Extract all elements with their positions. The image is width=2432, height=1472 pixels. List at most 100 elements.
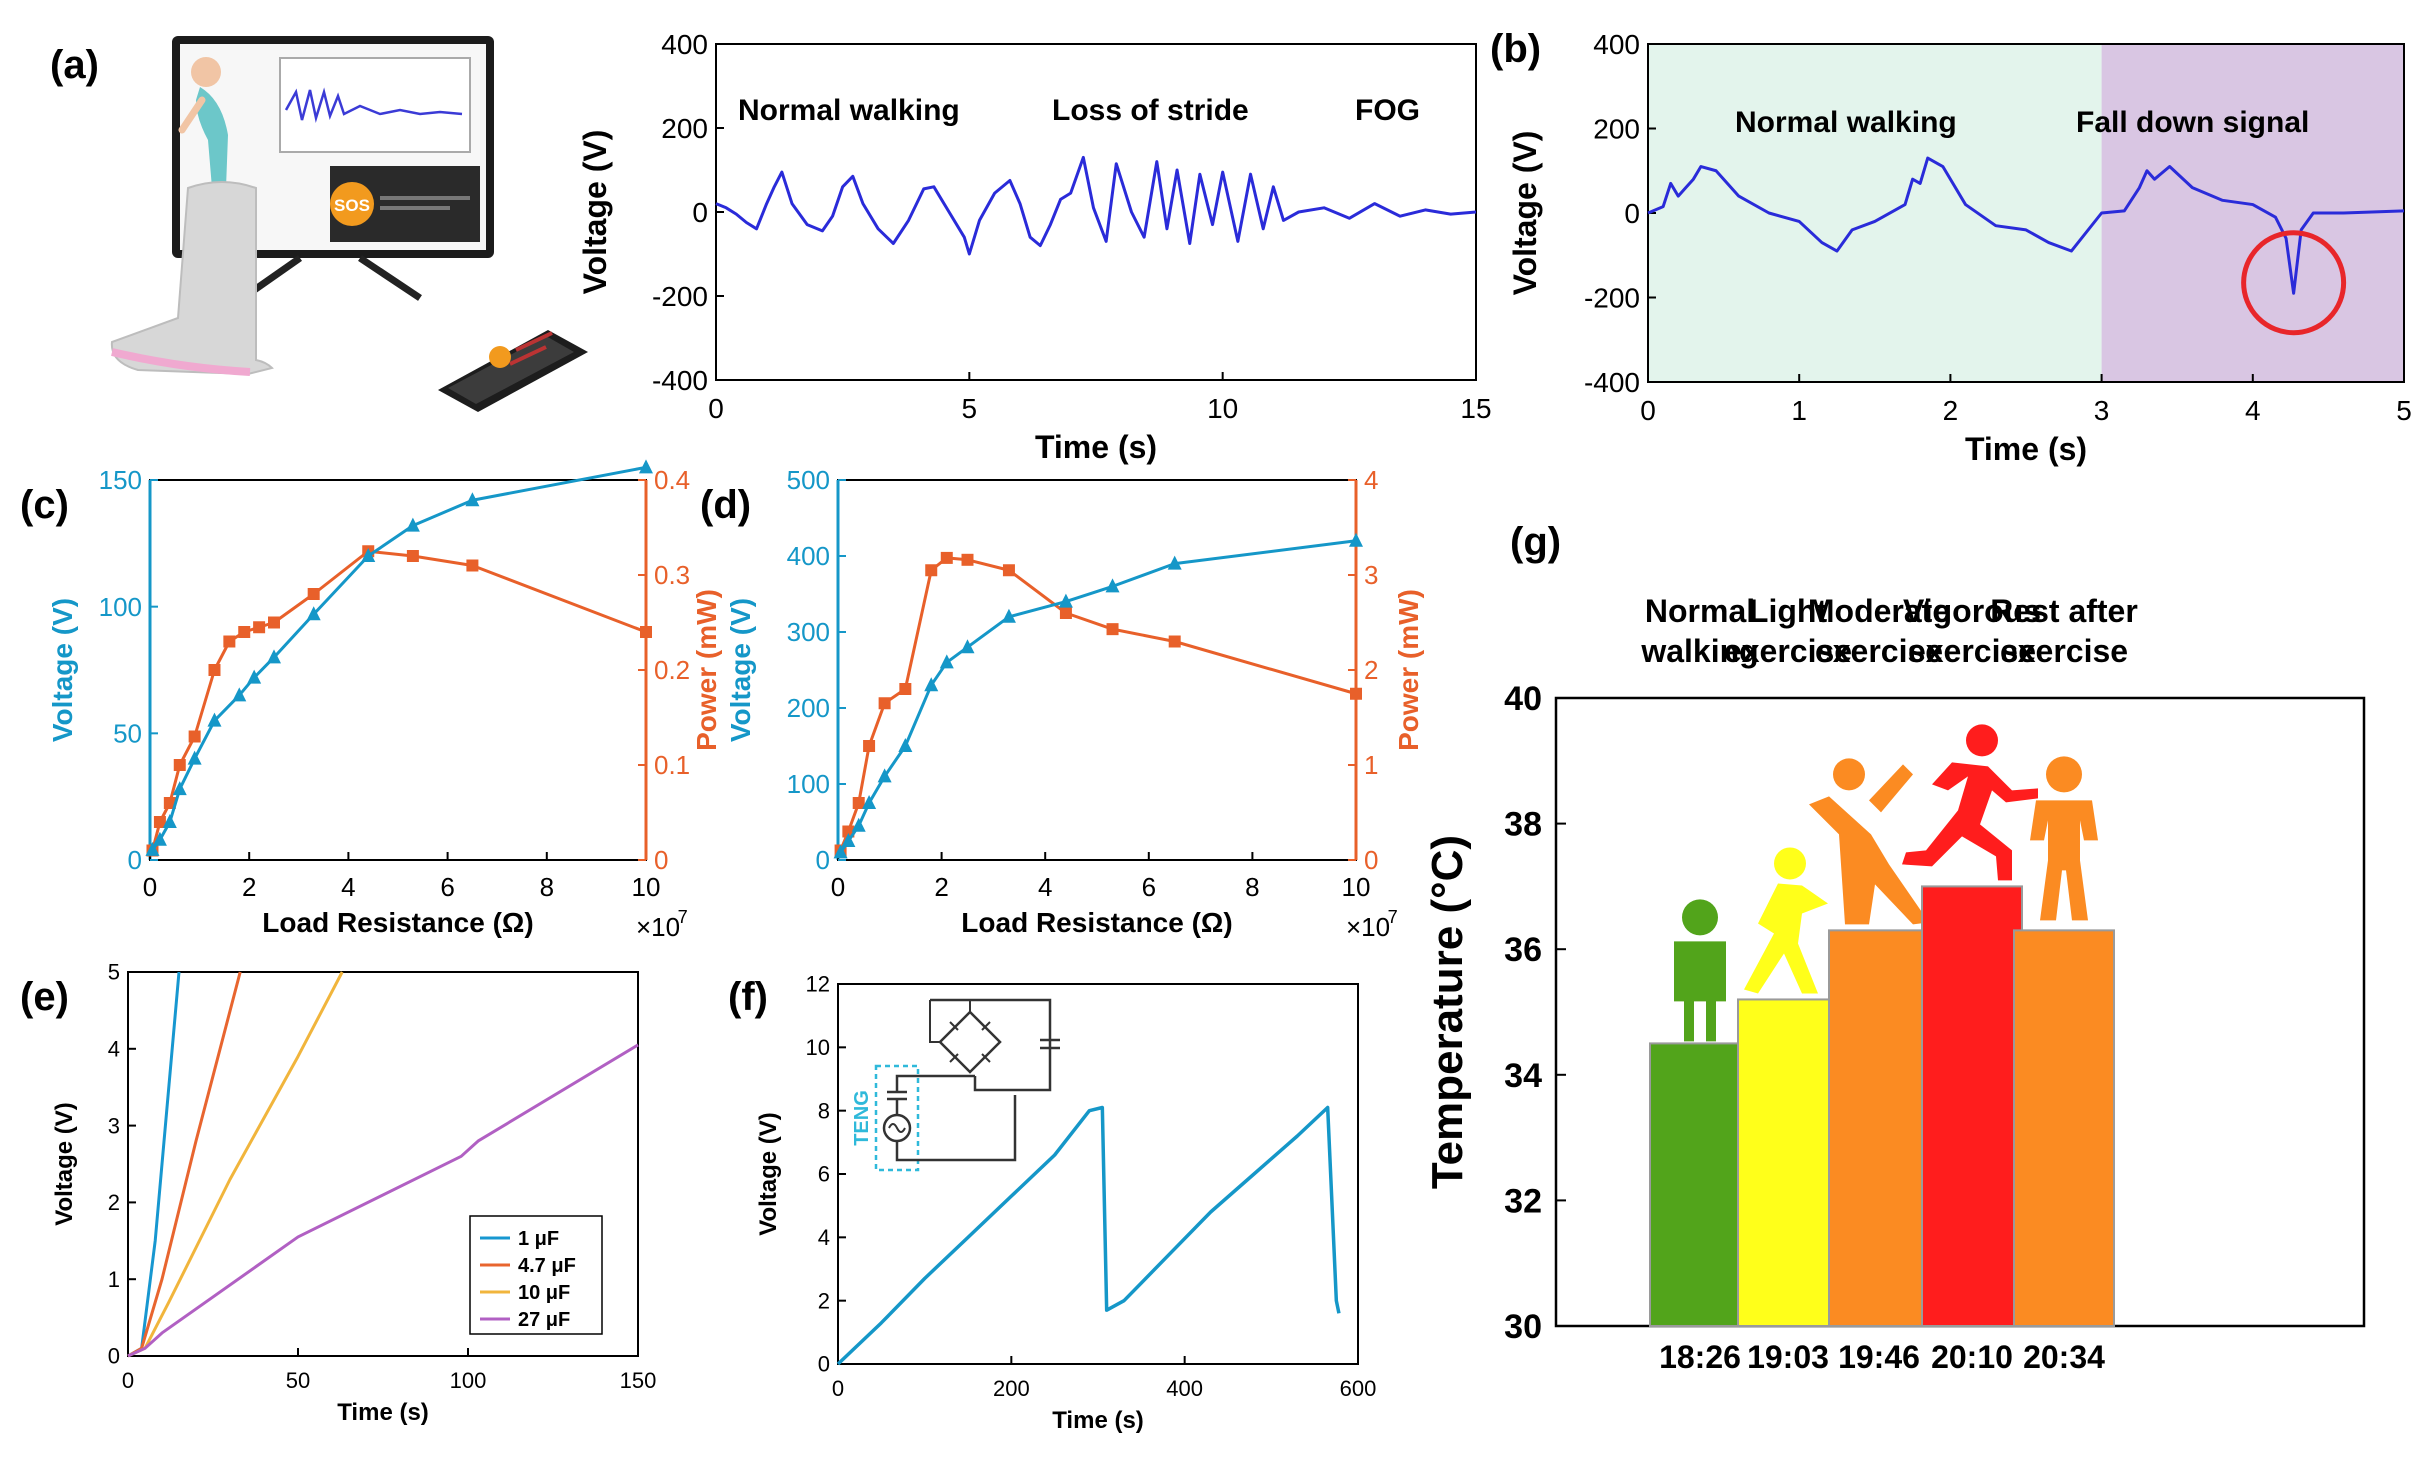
bar-1 <box>1737 998 1839 1327</box>
x-axis-label-c: Load Resistance (Ω) <box>262 907 533 938</box>
activity-label-0: Normal <box>1645 593 1755 629</box>
x-tick-label-b: 1 <box>1791 395 1807 426</box>
legend-box-e <box>469 1215 603 1335</box>
data-point-d-0 <box>898 738 913 752</box>
y-tick-label-g: 40 <box>1504 680 1542 718</box>
data-point-c-1 <box>163 797 176 809</box>
x-tick-label-b: 2 <box>1943 395 1959 426</box>
data-point-c-0 <box>207 712 222 727</box>
y-tick-label-f: 12 <box>806 972 830 997</box>
data-point-c-0 <box>465 492 480 507</box>
x-tick-label-c: 10 <box>632 872 661 902</box>
data-point-d-0 <box>939 654 954 669</box>
chart-b: 0 1 2 3 4 5 -400 -200 0 200 400 Time (s) Voltage (V)… <box>1507 29 2412 467</box>
chart-a: 0 5 10 15 -400 -200 0 200 400 Time (s) Voltage (V)… <box>577 29 1492 465</box>
x-axis-label-e: Time (s) <box>337 1399 429 1426</box>
walking-person-icon <box>1744 847 1828 994</box>
data-point-c-0 <box>361 548 376 562</box>
boot-icon <box>110 181 274 376</box>
sos-badge: SOS <box>334 196 370 215</box>
chart-e: 0 50 100 150 0 1 2 3 4 5 Time (s) Voltage (V) 1 μF 4.… <box>51 960 656 1426</box>
y-tick-label-a: 200 <box>661 113 708 144</box>
x-axis-label-d: Load Resistance (Ω) <box>961 907 1232 938</box>
y-tick-label-d: 400 <box>787 541 830 571</box>
data-point-c-0 <box>267 649 281 664</box>
plot-frame-f <box>837 983 1359 1365</box>
y-tick-label-e: 1 <box>108 1267 120 1292</box>
data-point-c-1 <box>253 621 266 634</box>
series-line-e-3 <box>127 1043 639 1358</box>
data-point-d-1 <box>863 740 876 752</box>
y2-tick-label-c: 0.4 <box>654 465 690 495</box>
annotation-0: Normal walking <box>738 94 960 127</box>
y-tick-label-b: 0 <box>1624 198 1640 229</box>
y-tick-label-d: 200 <box>787 693 830 723</box>
y2-tick-label-c: 0.1 <box>654 750 690 780</box>
x-tick-label-a: 10 <box>1207 393 1238 424</box>
x-tick-label-d: 2 <box>934 872 948 902</box>
y-tick-label-e: 3 <box>108 1113 120 1138</box>
activity-label-0: walking <box>1640 633 1758 669</box>
y-tick-label-c: 0 <box>128 845 142 875</box>
data-point-c-0 <box>247 669 262 684</box>
y-axis-label-g: Temperature (°C) <box>1423 835 1472 1189</box>
x-tick-label-f: 200 <box>993 1376 1030 1401</box>
activity-label-1: exercise <box>1724 633 1852 669</box>
data-point-d-0 <box>1058 593 1073 608</box>
plot-frame-e <box>127 971 639 1357</box>
legend-label-2: 10 μF <box>518 1282 570 1304</box>
x-tick-label-f: 0 <box>832 1376 844 1401</box>
bridge-rectifier-icon <box>938 1010 1002 1074</box>
bar-3 <box>1921 885 2023 1328</box>
data-point-d-0 <box>851 817 866 832</box>
x-tick-label-c: 0 <box>143 872 157 902</box>
activity-label-3: exercise <box>1908 633 2036 669</box>
chart-f: 0 200 400 600 0 2 4 6 8 10 12 Time (s) Voltage (V) TE… <box>755 972 1376 1434</box>
data-point-c-1 <box>466 559 479 572</box>
data-point-c-1 <box>640 626 652 638</box>
activity-label-1: Light <box>1749 593 1828 629</box>
y-tick-label-a: 0 <box>692 197 708 228</box>
y-tick-label-e: 2 <box>108 1190 120 1215</box>
x-tick-label-e: 50 <box>286 1368 310 1393</box>
y-tick-label-g: 30 <box>1504 1308 1542 1346</box>
data-point-d-0 <box>862 795 877 809</box>
annotation-2: FOG <box>1355 94 1420 127</box>
data-point-c-0 <box>145 841 160 856</box>
data-point-d-1 <box>961 553 974 566</box>
activity-label-3: Vigorous <box>1903 593 2041 629</box>
series-line-e-1 <box>127 971 242 1358</box>
activity-label-2: Moderate <box>1808 593 1950 629</box>
data-point-c-1 <box>307 588 320 600</box>
teng-box <box>874 1064 920 1172</box>
panel-label-d: (d) <box>700 483 751 527</box>
x-tick-label-a: 5 <box>962 393 978 424</box>
y2-tick-label-d: 0 <box>1364 845 1378 875</box>
data-point-d-1 <box>1059 607 1072 619</box>
y-tick-label-f: 6 <box>818 1162 830 1187</box>
data-point-d-1 <box>925 564 938 577</box>
x-tick-label-a: 0 <box>708 393 724 424</box>
data-point-d-1 <box>1106 623 1119 636</box>
data-point-c-0 <box>306 606 321 621</box>
x-tick-label-d: 8 <box>1245 872 1259 902</box>
stretching-person-icon <box>1809 758 1929 925</box>
x-axis-label-b: Time (s) <box>1965 431 2087 467</box>
y-axis-label-f: Voltage (V) <box>755 1112 782 1236</box>
y2-axis-label-d: Power (mW) <box>1393 589 1424 751</box>
y-tick-label-d: 100 <box>787 769 830 799</box>
data-point-d-1 <box>852 797 865 809</box>
y-tick-label-g: 32 <box>1504 1182 1542 1220</box>
x-tick-label-b: 3 <box>2094 395 2110 426</box>
x-tick-label-d: 4 <box>1038 872 1052 902</box>
y-tick-label-b: -200 <box>1584 282 1640 313</box>
data-point-d-0 <box>877 768 892 783</box>
x-tick-label-b: 0 <box>1640 395 1656 426</box>
activity-label-4: Rest after <box>1990 593 2138 629</box>
annotation-1: Loss of stride <box>1052 94 1249 127</box>
data-point-c-1 <box>268 616 280 629</box>
